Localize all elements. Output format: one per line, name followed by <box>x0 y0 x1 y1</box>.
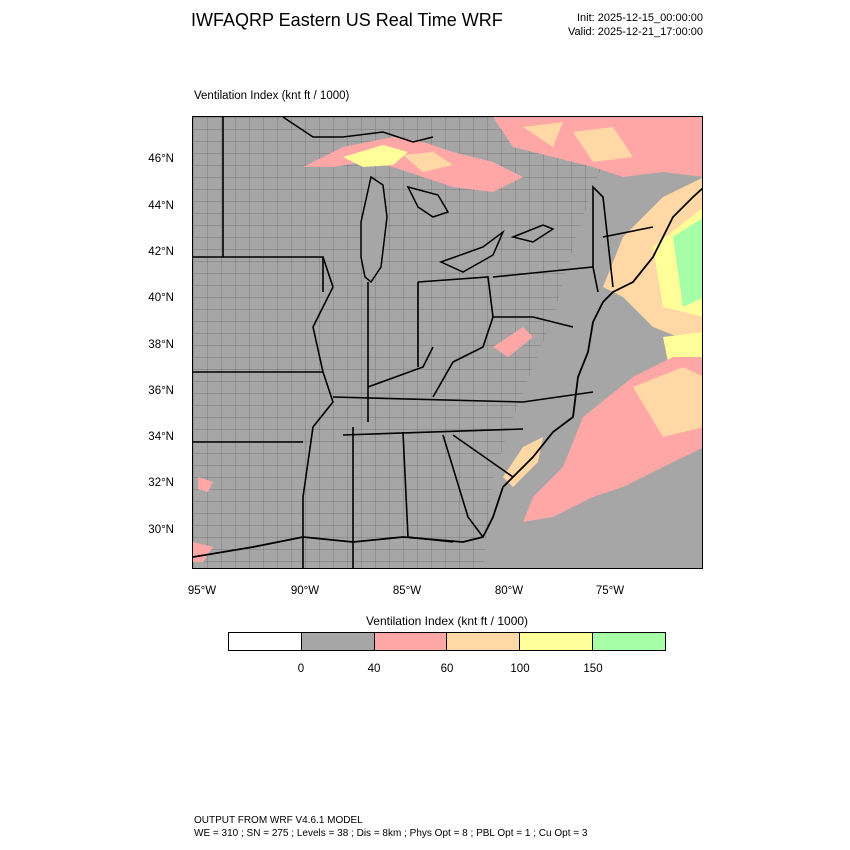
vi-band-40-60 <box>303 137 523 192</box>
colorbar-box <box>229 633 302 650</box>
lat-label: 36°N <box>148 385 174 397</box>
lake-michigan <box>360 175 388 284</box>
lat-label: 42°N <box>148 246 174 258</box>
colorbar-label: 40 <box>367 663 381 675</box>
colorbar-label: 100 <box>510 663 530 675</box>
lat-label: 46°N <box>148 153 174 165</box>
init-time: Init: 2025-12-15_00:00:00 <box>577 12 703 24</box>
vi-band-150-plus <box>673 218 702 307</box>
vi-band-60-100 <box>523 122 563 147</box>
vi-band-40-60 <box>493 327 533 357</box>
vi-band-60-100 <box>573 127 633 162</box>
colorbar-box <box>301 633 375 650</box>
vi-band-100-150 <box>343 145 408 167</box>
colorbar-label: 0 <box>297 663 305 675</box>
model-info-line1: OUTPUT FROM WRF V4.6.1 MODEL <box>194 815 363 826</box>
state-boundaries <box>193 117 654 568</box>
vi-band-60-100 <box>633 367 702 437</box>
colorbar-label: 60 <box>440 663 454 675</box>
coastline <box>193 187 702 558</box>
colorbar-box <box>593 633 665 650</box>
lon-label: 80°W <box>494 585 524 597</box>
lake-superior-shore <box>282 117 434 143</box>
vi-band-40-60 <box>198 477 213 492</box>
map-canvas <box>193 117 702 568</box>
plot-title: IWFAQRP Eastern US Real Time WRF <box>191 10 503 30</box>
lon-label: 90°W <box>290 585 320 597</box>
ventilation-index-shading <box>193 117 702 562</box>
vi-band-60-100 <box>503 437 543 487</box>
lat-label: 44°N <box>148 200 174 212</box>
field-subtitle: Ventilation Index (knt ft / 1000) <box>194 90 350 102</box>
lon-label: 95°W <box>187 585 217 597</box>
colorbar <box>228 632 666 651</box>
lake-ontario <box>510 224 555 243</box>
lat-label: 34°N <box>148 431 174 443</box>
colorbar-box <box>374 633 448 650</box>
lake-huron <box>406 185 450 218</box>
lat-label: 38°N <box>148 339 174 351</box>
lon-label: 75°W <box>595 585 625 597</box>
lat-label: 40°N <box>148 292 174 304</box>
lake-erie <box>439 229 505 273</box>
lat-label: 30°N <box>148 524 174 536</box>
vi-band-60-100 <box>403 152 453 172</box>
colorbar-box <box>520 633 594 650</box>
colorbar-box <box>447 633 521 650</box>
lat-label: 32°N <box>148 477 174 489</box>
lon-label: 85°W <box>392 585 422 597</box>
great-lakes <box>360 175 555 284</box>
county-lines <box>193 117 623 568</box>
model-info-line2: WE = 310 ; SN = 275 ; Levels = 38 ; Dis … <box>194 828 588 839</box>
colorbar-label: 150 <box>583 663 603 675</box>
colorbar-title: Ventilation Index (knt ft / 1000) <box>365 614 529 628</box>
map-panel <box>192 116 703 569</box>
valid-time: Valid: 2025-12-21_17:00:00 <box>568 26 703 38</box>
